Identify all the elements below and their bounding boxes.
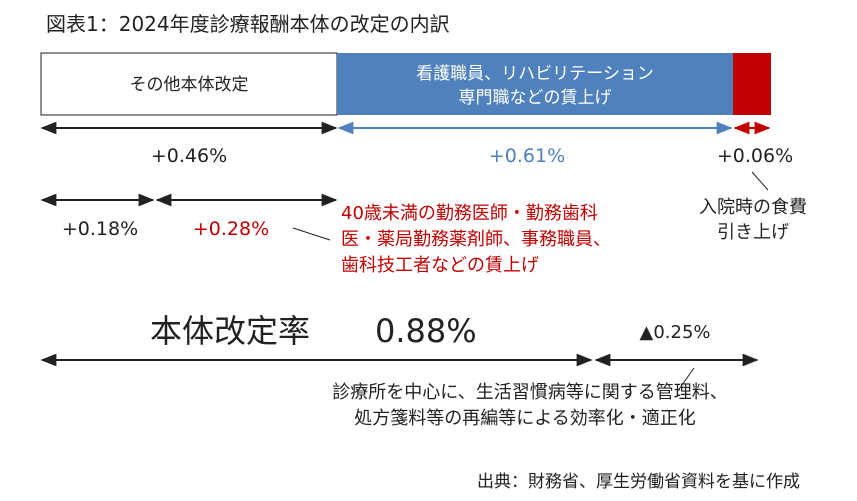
- source-note: 出典：財務省、厚生労働省資料を基に作成: [477, 472, 800, 492]
- stacked-bar: [40, 52, 771, 116]
- meal-leader-line: [751, 171, 769, 191]
- label-sub-028: +0.28%: [193, 218, 269, 240]
- total-label: 本体改定率: [150, 312, 310, 350]
- label-other-value: +0.46%: [151, 145, 227, 167]
- label-staff-value: +0.61%: [489, 145, 565, 167]
- reduction-note-line1: 診療所を中心に、生活習慣病等に関する管理料、: [332, 382, 727, 403]
- sub-leader-line: [292, 227, 331, 241]
- label-meal-value: +0.06%: [717, 145, 793, 167]
- sub-note-line2: 医・薬局勤務薬剤師、事務職員、: [341, 229, 611, 250]
- total-value: 0.88%: [375, 312, 477, 350]
- bar-segment-staff-wage: [337, 53, 733, 115]
- sub-note-line1: 40歳未満の勤務医師・勤務歯科: [341, 203, 598, 224]
- reduction-note-line2: 処方箋料等の再編等による効率化・適正化: [354, 408, 695, 429]
- segment-label-other: その他本体改定: [130, 75, 249, 95]
- sub-note-line3: 歯科技工者などの賃上げ: [341, 255, 539, 276]
- label-sub-018: +0.18%: [62, 218, 138, 240]
- meal-note-line2: 引き上げ: [717, 222, 789, 243]
- reduction-value: ▲0.25%: [639, 322, 710, 343]
- chart-title: 図表1：2024年度診療報酬本体の改定の内訳: [46, 12, 450, 36]
- reduction-leader-line: [676, 367, 695, 393]
- meal-note-line1: 入院時の食費: [699, 197, 807, 218]
- segment-label-staff-line2: 専門職などの賃上げ: [459, 88, 612, 108]
- bar-segment-other: [40, 52, 338, 116]
- segment-label-staff-line1: 看護職員、リハビリテーション: [416, 64, 654, 84]
- bar-segment-meal: [733, 53, 771, 115]
